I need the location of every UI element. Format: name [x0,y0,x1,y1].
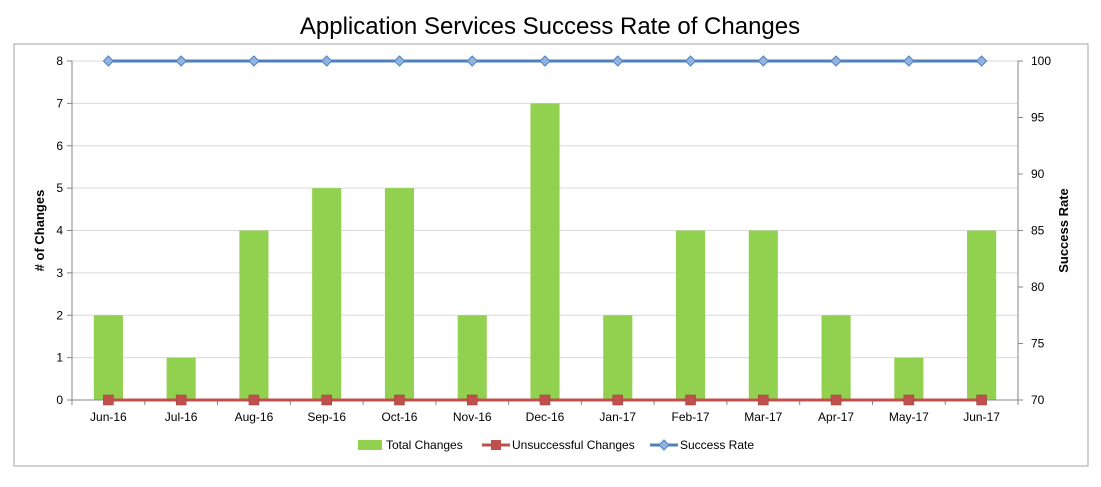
legend-label: Unsuccessful Changes [512,438,635,452]
x-tick-label: Oct-16 [381,410,417,424]
y2-tick-label: 95 [1031,111,1045,125]
x-tick-label: Jan-17 [599,410,636,424]
legend-marker [658,439,670,451]
x-tick-label: Aug-16 [235,410,274,424]
legend-label: Total Changes [386,438,463,452]
line-series [102,55,988,406]
y-tick-label: 4 [56,224,63,238]
x-tick-label: Mar-17 [744,410,782,424]
bar [821,315,851,400]
x-tick-label: Apr-17 [818,410,854,424]
y2-tick-label: 90 [1031,167,1045,181]
marker-point [466,394,478,406]
y-axis-label: # of Changes [32,190,47,272]
marker-point [830,55,842,67]
bar-series [93,103,997,400]
marker-point [248,394,260,406]
y2-tick-label: 100 [1031,54,1051,68]
marker-point [903,55,915,67]
marker-point [320,55,333,67]
marker-point [830,394,842,406]
bar [384,188,415,400]
marker-point [684,55,697,67]
y2-tick-label: 70 [1031,393,1045,407]
y-tick-label: 5 [56,181,63,195]
x-tick-label: Feb-17 [672,410,710,424]
y-tick-label: 8 [56,54,63,68]
marker-point [539,394,551,406]
bar [894,357,924,400]
marker-point [321,394,332,406]
marker-point [466,55,478,67]
bar [239,230,269,400]
x-tick-label: May-17 [889,410,929,424]
marker-point [975,55,988,67]
bar [967,230,997,400]
legend-label: Success Rate [680,438,754,452]
bar [93,315,123,400]
marker-point [539,55,551,67]
marker-point [612,55,624,67]
marker-point [102,55,115,67]
y-tick-label: 3 [56,266,63,280]
bar [457,315,487,400]
x-tick-label: Jul-16 [165,410,198,424]
marker-point [757,55,770,67]
y-tick-label: 6 [56,139,63,153]
chart-title: Application Services Success Rate of Cha… [300,13,800,40]
marker-point [248,55,260,67]
marker-point [612,394,624,406]
marker-point [685,394,696,406]
marker-point [175,394,187,406]
x-tick-label: Jun-16 [90,410,127,424]
legend-swatch [358,440,382,450]
x-tick-label: Dec-16 [526,410,565,424]
tick-labels: 0 1 2 3 4 5 6 7 8 70 75 80 85 90 95 100 Jun-16 Jul-16 Aug-… [56,54,1051,424]
x-tick-label: Sep-16 [307,410,346,424]
bar [530,103,560,400]
marker-point [758,394,769,406]
y2-axis-label: Success Rate [1056,188,1071,273]
legend: Total Changes Unsuccessful Changes Success… [358,438,754,452]
y-tick-label: 7 [56,96,63,110]
legend-marker [491,440,501,450]
y-tick-label: 0 [56,393,63,407]
marker-point [103,394,114,406]
y-tick-label: 1 [56,351,63,365]
y-tick-label: 2 [56,308,63,322]
marker-point [903,394,915,406]
marker-point [175,55,187,67]
y2-tick-label: 75 [1031,337,1045,351]
bar [166,357,196,400]
y2-tick-label: 80 [1031,280,1045,294]
marker-point [394,394,405,406]
x-tick-label: Nov-16 [453,410,492,424]
bar [603,315,633,400]
x-tick-label: Jun-17 [963,410,1000,424]
bar [312,188,342,400]
marker-point [976,394,987,406]
bar [675,230,706,400]
marker-point [393,55,406,67]
bar [748,230,778,400]
y2-tick-label: 85 [1031,224,1045,238]
